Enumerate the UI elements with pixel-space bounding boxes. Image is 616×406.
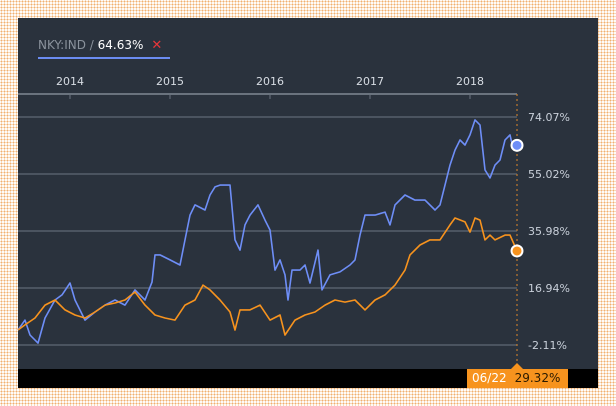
cursor-tag-arrow <box>511 363 523 369</box>
y-tick-label: 55.02% <box>528 168 570 181</box>
series-line-comparison <box>17 217 518 336</box>
close-icon[interactable]: ✕ <box>151 38 163 53</box>
cursor-date: 06/22 <box>472 371 507 385</box>
x-tick-label: 2014 <box>56 75 84 88</box>
x-tick-label: 2016 <box>256 75 284 88</box>
cursor-tag: 06/22 29.32% <box>467 369 568 388</box>
series-end-marker <box>510 138 524 152</box>
legend-underline <box>38 57 170 59</box>
y-tick-label: 16.94% <box>528 282 570 295</box>
legend-ticker: NKY:IND <box>38 38 86 52</box>
legend-value: 64.63% <box>97 38 144 52</box>
legend-separator: / <box>85 38 98 52</box>
x-tick-label: 2018 <box>456 75 484 88</box>
series-line-nky <box>17 119 518 344</box>
time-axis-bar <box>18 369 598 388</box>
x-tick-label: 2015 <box>156 75 184 88</box>
y-tick-label: 35.98% <box>528 225 570 238</box>
y-tick-label: 74.07% <box>528 111 570 124</box>
chart-panel <box>18 18 598 388</box>
legend-item-nky[interactable]: NKY:IND / 64.63% ✕ <box>38 38 162 53</box>
cursor-value: 29.32% <box>514 371 561 385</box>
y-tick-label: -2.11% <box>528 339 567 352</box>
x-tick-label: 2017 <box>356 75 384 88</box>
series-end-marker <box>510 244 524 258</box>
